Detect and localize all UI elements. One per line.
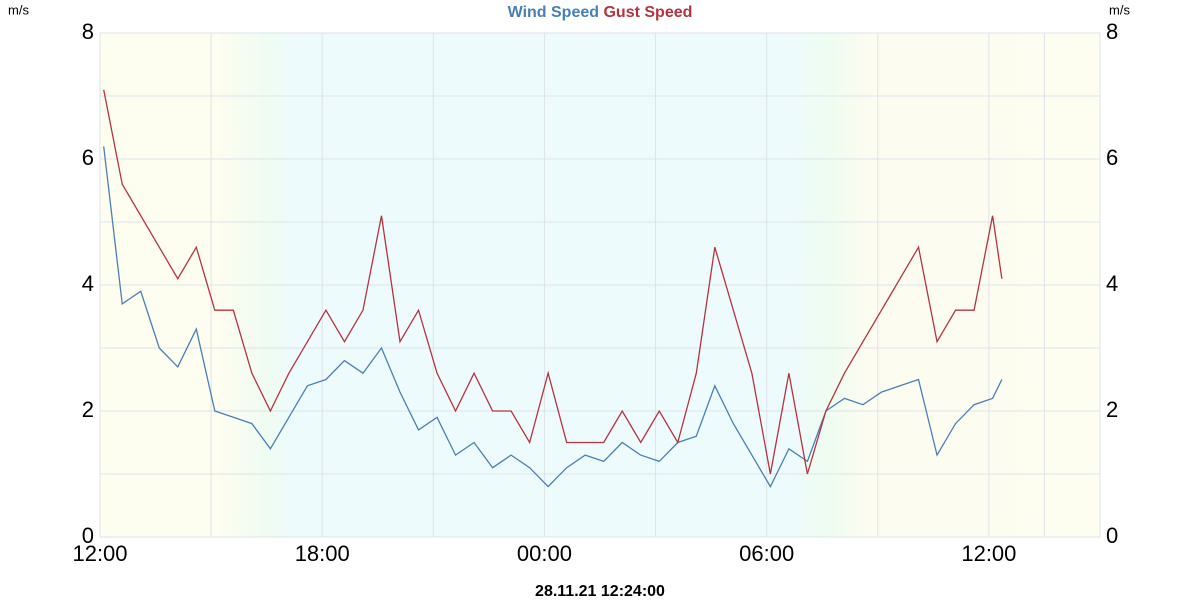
y-tick-label: 2 [82,397,94,422]
legend-entry: Wind Speed [508,4,599,21]
y2-axis-label: m/s [1109,2,1130,17]
x-tick-label: 18:00 [295,541,350,566]
y-axis-label: m/s [8,2,29,17]
y2-tick-label: 4 [1106,271,1118,296]
x-tick-label: 06:00 [739,541,794,566]
x-tick-label: 00:00 [517,541,572,566]
x-tick-label: 12:00 [961,541,1016,566]
data-line [103,89,1003,475]
data-line [103,146,1003,488]
x-tick-label: 12:00 [72,541,127,566]
legend: Wind Speed Gust Speed [508,4,693,21]
timestamp: 28.11.21 12:24:00 [535,583,665,600]
y-tick-label: 6 [82,145,94,170]
y2-tick-label: 2 [1106,397,1118,422]
y2-tick-label: 0 [1106,523,1118,548]
y2-tick-label: 6 [1106,145,1118,170]
legend-entry: Gust Speed [603,4,692,21]
y-tick-label: 8 [82,19,94,44]
y-tick-label: 4 [82,271,94,296]
y2-tick-label: 8 [1106,19,1118,44]
y-tick-label: 0 [82,523,94,548]
